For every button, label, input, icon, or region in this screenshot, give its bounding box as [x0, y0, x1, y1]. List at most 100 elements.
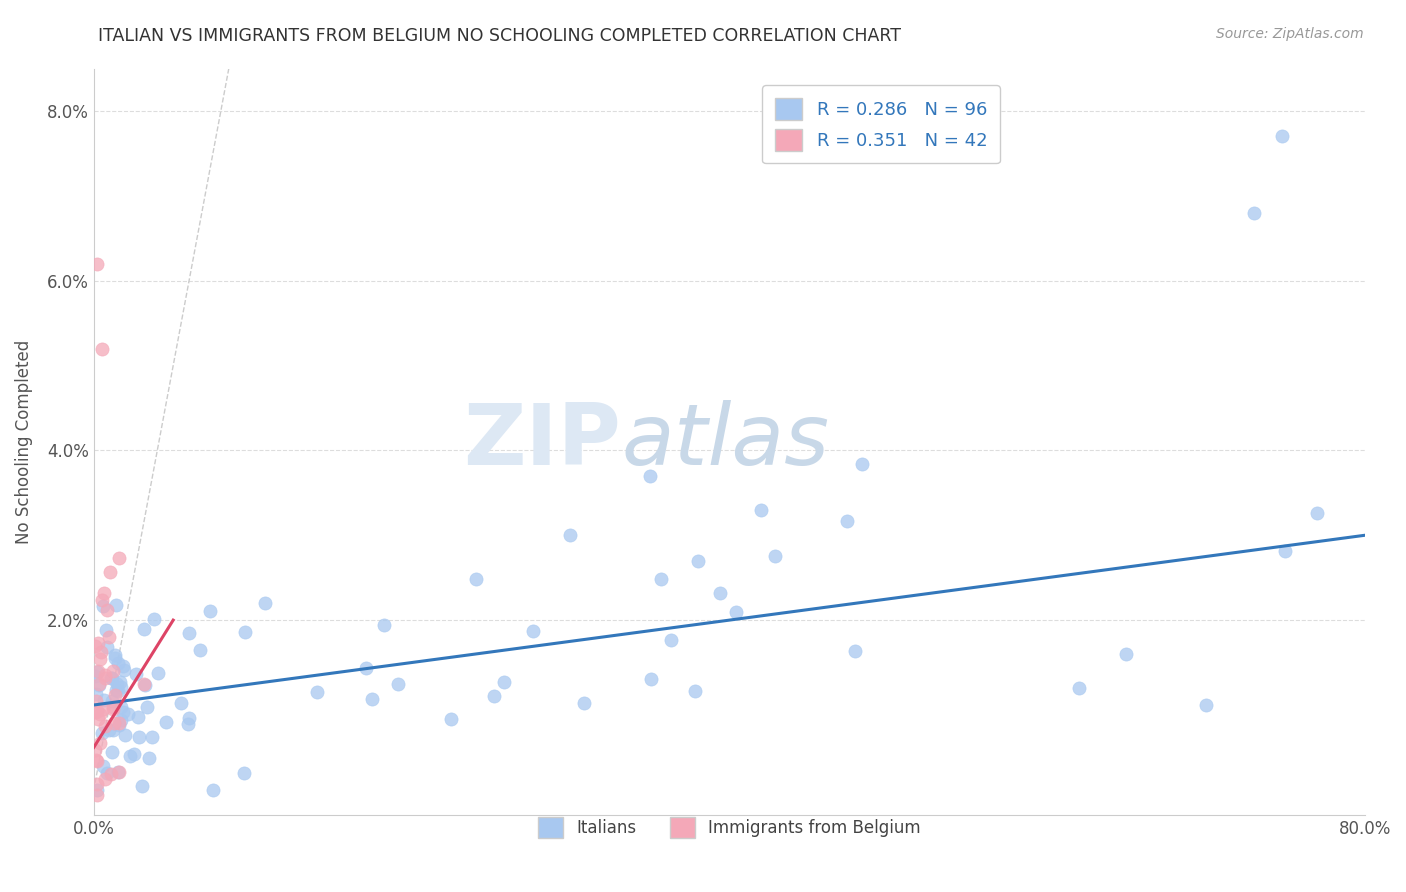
Point	[117, 706, 139, 721]
Point	[84, 639, 107, 653]
Point	[1115, 647, 1137, 661]
Point	[94, 719, 117, 733]
Point	[112, 705, 135, 719]
Point	[103, 664, 125, 678]
Point	[131, 780, 153, 794]
Point	[440, 712, 463, 726]
Point	[200, 605, 222, 619]
Point	[90, 593, 112, 607]
Text: atlas: atlas	[621, 401, 830, 483]
Point	[141, 730, 163, 744]
Point	[1274, 543, 1296, 558]
Point	[749, 503, 772, 517]
Point	[354, 661, 377, 675]
Point	[763, 549, 786, 564]
Point	[108, 675, 131, 690]
Point	[105, 677, 128, 691]
Point	[86, 754, 108, 768]
Point	[120, 749, 142, 764]
Point	[305, 684, 328, 698]
Point	[132, 677, 155, 691]
Text: Source: ZipAtlas.com: Source: ZipAtlas.com	[1216, 27, 1364, 41]
Point	[84, 694, 107, 708]
Point	[125, 667, 148, 681]
Point	[90, 725, 112, 739]
Point	[114, 728, 136, 742]
Point	[1271, 129, 1294, 144]
Point	[86, 777, 108, 791]
Point	[96, 603, 118, 617]
Point	[686, 554, 709, 568]
Point	[84, 753, 107, 767]
Point	[90, 645, 112, 659]
Point	[107, 683, 129, 698]
Point	[98, 630, 121, 644]
Y-axis label: No Schooling Completed: No Schooling Completed	[15, 340, 32, 544]
Point	[108, 715, 131, 730]
Point	[373, 617, 395, 632]
Point	[86, 257, 108, 271]
Point	[1243, 206, 1265, 220]
Point	[100, 767, 122, 781]
Point	[87, 712, 110, 726]
Point	[134, 622, 156, 636]
Point	[107, 718, 129, 732]
Point	[96, 624, 118, 638]
Point	[138, 750, 160, 764]
Point	[101, 700, 124, 714]
Point	[107, 765, 129, 780]
Point	[482, 689, 505, 703]
Text: ITALIAN VS IMMIGRANTS FROM BELGIUM NO SCHOOLING COMPLETED CORRELATION CHART: ITALIAN VS IMMIGRANTS FROM BELGIUM NO SC…	[98, 27, 901, 45]
Point	[188, 643, 211, 657]
Point	[142, 612, 165, 626]
Point	[86, 687, 108, 701]
Point	[84, 825, 107, 839]
Point	[97, 723, 120, 737]
Point	[640, 673, 662, 687]
Point	[86, 788, 108, 802]
Point	[87, 635, 110, 649]
Point	[89, 736, 111, 750]
Point	[104, 688, 127, 702]
Point	[84, 743, 107, 757]
Point	[650, 572, 672, 586]
Point	[91, 825, 114, 839]
Point	[84, 669, 107, 683]
Point	[837, 515, 859, 529]
Point	[122, 747, 145, 761]
Point	[103, 715, 125, 730]
Point	[465, 572, 488, 586]
Point	[110, 681, 132, 695]
Point	[851, 457, 873, 471]
Point	[94, 671, 117, 685]
Point	[90, 825, 112, 839]
Point	[91, 758, 114, 772]
Point	[94, 667, 117, 681]
Point	[86, 782, 108, 797]
Point	[110, 700, 132, 714]
Point	[494, 675, 516, 690]
Point	[387, 676, 409, 690]
Point	[98, 565, 121, 579]
Point	[114, 663, 136, 677]
Point	[89, 678, 111, 692]
Point	[177, 716, 200, 731]
Point	[232, 765, 254, 780]
Point	[201, 782, 224, 797]
Point	[93, 586, 115, 600]
Point	[101, 702, 124, 716]
Point	[101, 746, 124, 760]
Point	[177, 626, 200, 640]
Point	[127, 710, 149, 724]
Point	[90, 342, 112, 356]
Point	[100, 671, 122, 685]
Point	[1306, 506, 1329, 520]
Point	[685, 683, 707, 698]
Point	[94, 772, 117, 787]
Point	[96, 640, 118, 654]
Point	[89, 651, 111, 665]
Point	[148, 666, 170, 681]
Point	[107, 657, 129, 671]
Point	[93, 701, 115, 715]
Point	[101, 671, 124, 685]
